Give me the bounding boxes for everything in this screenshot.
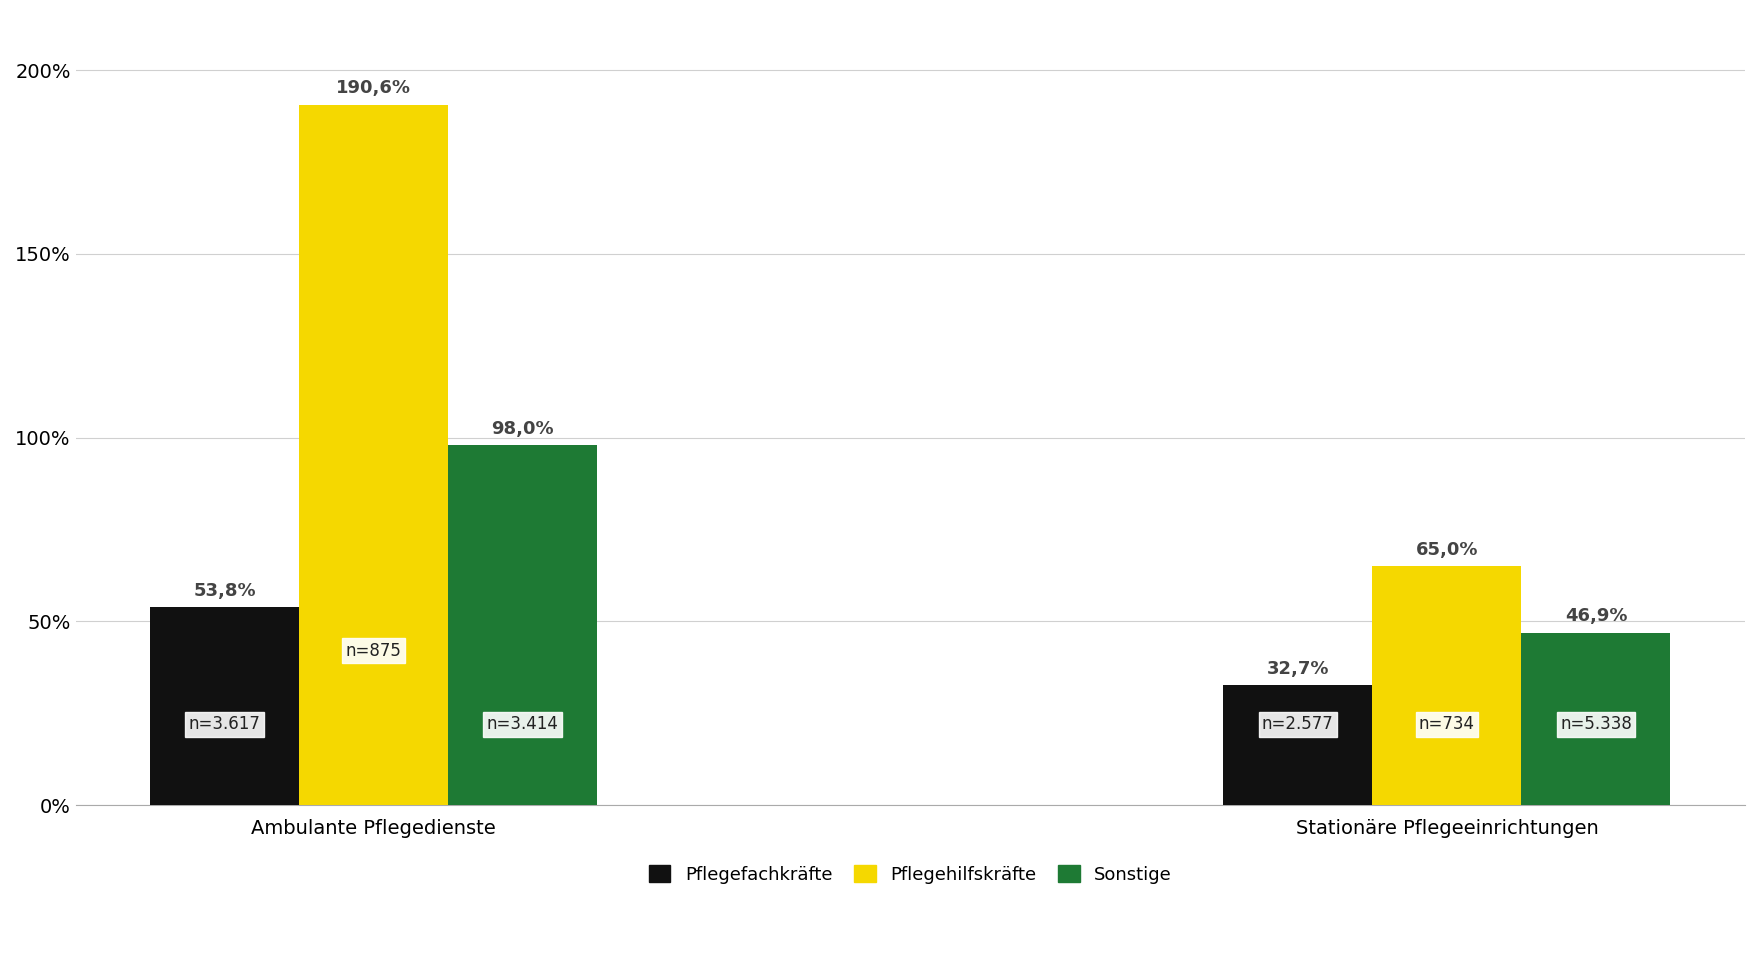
Bar	[1223, 685, 1373, 805]
Text: 98,0%: 98,0%	[491, 420, 554, 437]
Text: 32,7%: 32,7%	[1267, 659, 1329, 678]
Bar	[150, 608, 299, 805]
Text: n=734: n=734	[1419, 715, 1475, 733]
Legend: Pflegefachkräfte, Pflegehilfskräfte, Sonstige: Pflegefachkräfte, Pflegehilfskräfte, Son…	[642, 858, 1179, 891]
Text: 65,0%: 65,0%	[1415, 541, 1478, 559]
Bar	[449, 445, 597, 805]
Bar	[1373, 567, 1521, 805]
Bar	[299, 104, 449, 805]
Bar	[1521, 633, 1670, 805]
Text: 46,9%: 46,9%	[1565, 608, 1628, 626]
Text: n=875: n=875	[345, 642, 401, 659]
Text: n=3.414: n=3.414	[488, 715, 558, 733]
Text: n=5.338: n=5.338	[1559, 715, 1632, 733]
Text: 53,8%: 53,8%	[194, 582, 255, 600]
Text: n=3.617: n=3.617	[188, 715, 260, 733]
Text: 190,6%: 190,6%	[336, 79, 412, 98]
Text: n=2.577: n=2.577	[1262, 715, 1334, 733]
